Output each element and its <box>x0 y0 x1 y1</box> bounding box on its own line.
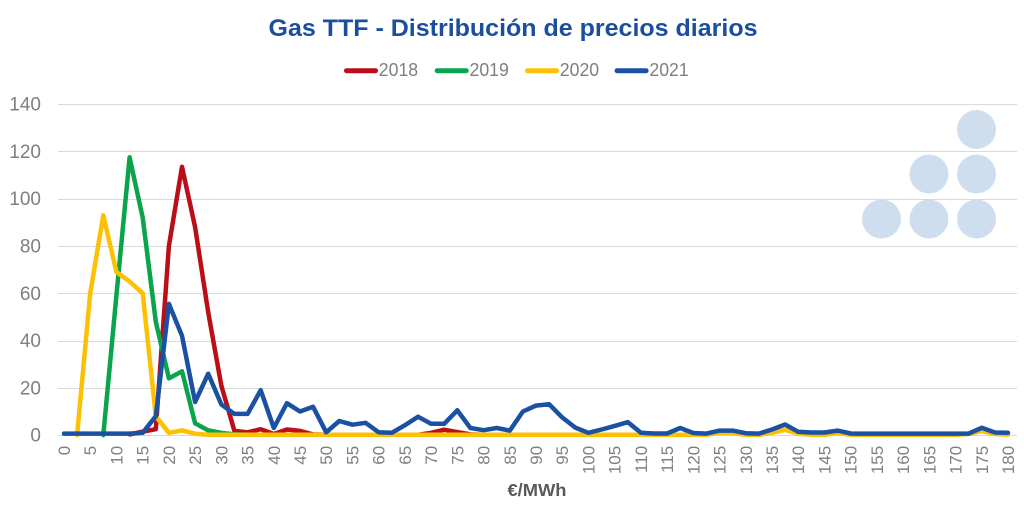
svg-text:€/MWh: €/MWh <box>508 480 567 500</box>
svg-text:125: 125 <box>711 446 730 474</box>
svg-text:120: 120 <box>9 142 41 163</box>
svg-text:15: 15 <box>134 446 153 465</box>
svg-text:150: 150 <box>842 446 861 474</box>
svg-text:140: 140 <box>789 446 808 474</box>
svg-text:95: 95 <box>553 446 572 465</box>
svg-text:110: 110 <box>632 446 651 473</box>
svg-text:175: 175 <box>973 446 992 474</box>
svg-text:45: 45 <box>291 446 310 465</box>
svg-text:40: 40 <box>265 446 284 465</box>
svg-text:20: 20 <box>20 378 41 399</box>
svg-text:5: 5 <box>81 446 100 455</box>
svg-text:30: 30 <box>212 446 231 465</box>
svg-text:25: 25 <box>186 446 205 465</box>
svg-text:160: 160 <box>894 446 913 474</box>
svg-text:85: 85 <box>501 446 520 465</box>
svg-text:165: 165 <box>920 446 939 474</box>
svg-text:2019: 2019 <box>470 59 509 80</box>
svg-text:Gas TTF - Distribución de prec: Gas TTF - Distribución de precios diario… <box>269 15 758 42</box>
svg-text:0: 0 <box>55 446 74 455</box>
svg-text:130: 130 <box>737 446 756 474</box>
svg-text:2020: 2020 <box>560 59 599 80</box>
svg-text:90: 90 <box>527 446 546 465</box>
svg-text:155: 155 <box>868 446 887 474</box>
svg-text:170: 170 <box>947 446 966 474</box>
svg-text:100: 100 <box>579 446 598 474</box>
svg-text:115: 115 <box>658 446 677 473</box>
svg-text:145: 145 <box>815 446 834 474</box>
svg-text:60: 60 <box>20 284 41 305</box>
svg-text:20: 20 <box>160 446 179 465</box>
svg-text:70: 70 <box>422 446 441 465</box>
svg-text:180: 180 <box>999 446 1018 474</box>
svg-text:55: 55 <box>343 446 362 465</box>
svg-text:135: 135 <box>763 446 782 474</box>
svg-text:80: 80 <box>20 237 41 258</box>
svg-text:75: 75 <box>448 446 467 465</box>
svg-text:0: 0 <box>30 426 41 447</box>
svg-text:80: 80 <box>475 446 494 465</box>
svg-text:2021: 2021 <box>649 59 688 80</box>
svg-text:60: 60 <box>370 446 389 465</box>
svg-text:105: 105 <box>606 446 625 474</box>
svg-text:35: 35 <box>239 446 258 465</box>
svg-text:50: 50 <box>317 446 336 465</box>
svg-text:100: 100 <box>9 189 41 210</box>
svg-text:40: 40 <box>20 331 41 352</box>
svg-text:65: 65 <box>396 446 415 465</box>
svg-text:140: 140 <box>9 95 41 116</box>
svg-text:120: 120 <box>684 446 703 474</box>
svg-text:10: 10 <box>107 446 126 465</box>
svg-text:2018: 2018 <box>379 59 418 80</box>
